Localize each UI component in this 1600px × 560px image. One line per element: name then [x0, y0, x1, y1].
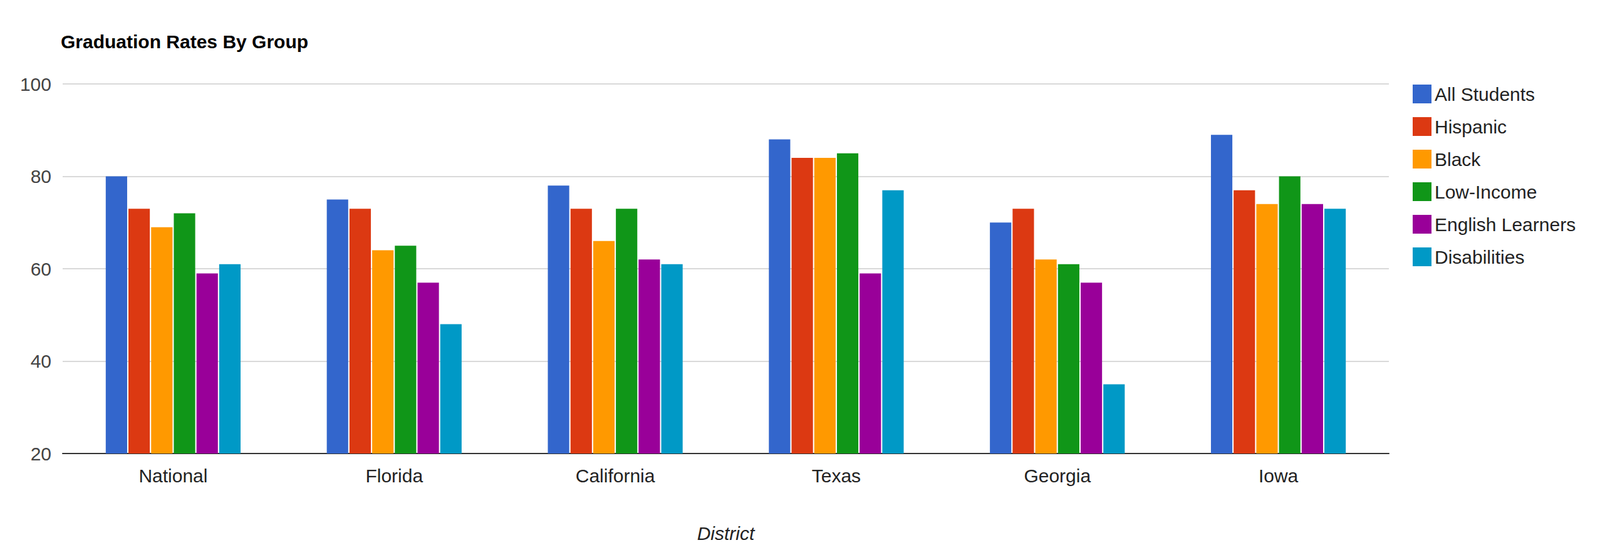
- svg-text:California: California: [575, 465, 656, 487]
- svg-text:80: 80: [30, 166, 52, 187]
- svg-text:60: 60: [30, 258, 52, 280]
- svg-text:Black: Black: [1434, 149, 1481, 170]
- svg-text:Georgia: Georgia: [1023, 465, 1091, 487]
- svg-text:100: 100: [20, 73, 52, 95]
- svg-text:Disabilities: Disabilities: [1434, 246, 1525, 268]
- svg-text:English Learners: English Learners: [1434, 214, 1576, 235]
- svg-text:Florida: Florida: [365, 465, 423, 487]
- svg-text:All Students: All Students: [1434, 83, 1535, 105]
- svg-text:20: 20: [30, 443, 52, 465]
- svg-text:Graduation Rates By Group: Graduation Rates By Group: [60, 31, 309, 52]
- svg-text:Iowa: Iowa: [1258, 465, 1299, 487]
- svg-text:Hispanic: Hispanic: [1434, 116, 1507, 138]
- svg-text:Low-Income: Low-Income: [1434, 181, 1537, 203]
- svg-text:Texas: Texas: [811, 465, 861, 487]
- svg-text:National: National: [138, 465, 208, 487]
- svg-text:District: District: [697, 523, 756, 544]
- svg-text:40: 40: [30, 350, 52, 372]
